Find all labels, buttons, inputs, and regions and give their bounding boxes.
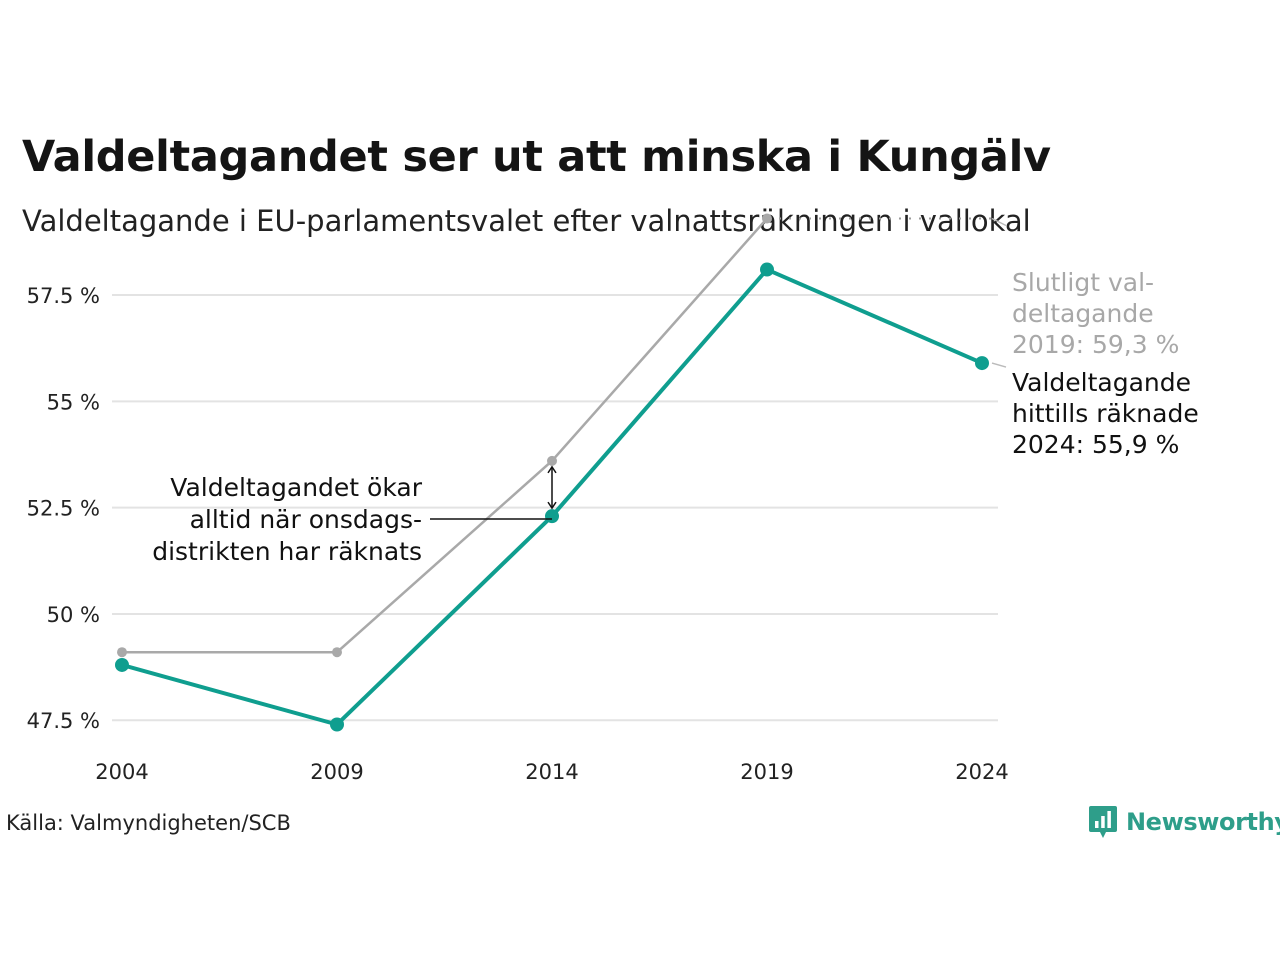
final-label-text: deltagande — [1012, 299, 1154, 328]
note-text: Valdeltagandet ökar — [170, 473, 422, 502]
y-tick-label: 52.5 % — [27, 497, 100, 521]
data-point-final — [332, 647, 342, 658]
brand-logo: Newsworthy — [1088, 804, 1280, 840]
current-label-text: 2024: 55,9 % — [1012, 430, 1179, 459]
final-label-connector — [991, 217, 1007, 227]
source-text: Källa: Valmyndigheten/SCB — [6, 811, 291, 835]
y-tick-label: 55 % — [47, 390, 100, 414]
y-tick-label: 50 % — [47, 603, 100, 627]
newsworthy-logo-icon — [1089, 806, 1117, 838]
data-point-final — [547, 455, 557, 466]
note-text: distrikten har räknats — [152, 537, 422, 566]
chart-subtitle: Valdeltagande i EU-parlamentsvalet efter… — [22, 204, 1031, 238]
x-tick-label: 2024 — [955, 760, 1008, 784]
data-point-current — [975, 356, 989, 371]
current-label-text: hittills räknade — [1012, 399, 1199, 428]
x-tick-label: 2014 — [525, 760, 578, 784]
note-text: alltid när onsdags- — [190, 505, 422, 534]
x-tick-label: 2004 — [95, 760, 148, 784]
data-point-current — [115, 657, 129, 672]
data-point-final — [762, 213, 772, 224]
data-point-current — [760, 262, 774, 277]
data-point-current — [545, 509, 559, 524]
series-line-final — [122, 217, 768, 654]
current-label-text: Valdeltagande — [1012, 368, 1191, 397]
final-label-text: 2019: 59,3 % — [1012, 330, 1179, 359]
data-point-current — [330, 717, 344, 732]
y-tick-label: 57.5 % — [27, 284, 100, 308]
x-tick-label: 2009 — [310, 760, 363, 784]
brand-name: Newsworthy — [1126, 808, 1280, 836]
note-arrow-down-icon — [547, 501, 557, 510]
y-tick-label: 47.5 % — [27, 709, 100, 733]
note-arrow-up-icon — [547, 465, 557, 474]
current-label-connector — [991, 362, 1007, 368]
chart-title: Valdeltagandet ser ut att minska i Kungä… — [22, 132, 1051, 182]
final-label-text: Slutligt val- — [1012, 268, 1154, 297]
x-tick-label: 2019 — [740, 760, 793, 784]
data-point-final — [117, 647, 127, 658]
